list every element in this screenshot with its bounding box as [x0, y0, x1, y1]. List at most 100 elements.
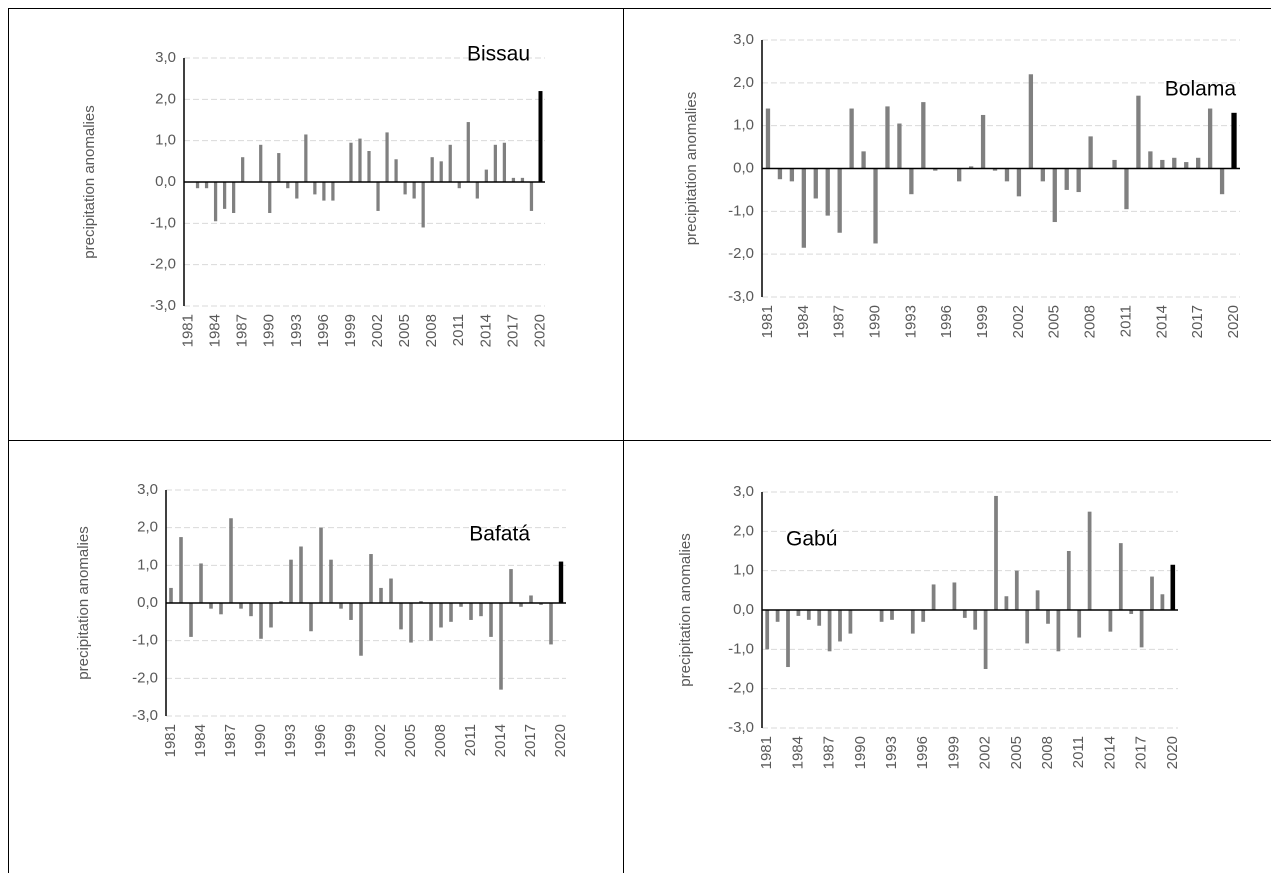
- y-tick-label: 0,0: [733, 159, 754, 176]
- bar: [921, 102, 926, 169]
- chart-title: Gabú: [786, 528, 837, 551]
- y-tick-label: -3,0: [132, 707, 158, 724]
- y-tick-label: -2,0: [132, 669, 158, 686]
- y-tick-label: 2,0: [733, 74, 754, 91]
- bar: [890, 610, 894, 620]
- bar: [359, 603, 363, 656]
- bar: [195, 182, 200, 189]
- bar: [259, 603, 263, 639]
- bar: [289, 559, 293, 603]
- x-tick-label: 1990: [852, 736, 869, 769]
- bar: [1170, 564, 1176, 610]
- bar: [475, 182, 479, 199]
- bar: [1219, 168, 1225, 195]
- bar: [479, 603, 483, 617]
- bar: [879, 610, 884, 622]
- bar: [1076, 168, 1081, 193]
- bar: [1087, 511, 1092, 610]
- bar: [786, 610, 790, 668]
- bar: [538, 91, 543, 182]
- bar: [213, 182, 218, 222]
- x-tick-label: 2002: [372, 724, 389, 757]
- bar: [837, 168, 842, 233]
- x-tick-label: 1990: [261, 314, 278, 347]
- x-tick-label: 2020: [531, 314, 548, 347]
- bar: [319, 527, 323, 603]
- x-tick-label: 2002: [977, 736, 994, 769]
- bar: [169, 587, 173, 603]
- bar: [952, 582, 957, 610]
- x-tick-label: 2011: [450, 314, 467, 346]
- bar: [1025, 610, 1030, 644]
- bar: [1014, 570, 1019, 610]
- y-tick-label: -3,0: [150, 297, 176, 314]
- x-tick-label: 2017: [1133, 736, 1150, 769]
- bar: [1172, 157, 1177, 169]
- x-tick-label: 1996: [914, 736, 931, 769]
- bar: [1004, 596, 1009, 610]
- bar: [376, 182, 380, 211]
- bar: [429, 603, 433, 641]
- x-tick-label: 2017: [1189, 305, 1206, 338]
- bar: [529, 182, 534, 211]
- y-tick-label: 3,0: [155, 49, 176, 66]
- x-tick-label: 1987: [821, 736, 838, 769]
- bar: [1056, 610, 1061, 652]
- bar: [232, 182, 236, 213]
- x-tick-label: 1996: [312, 724, 329, 757]
- bar: [873, 168, 878, 244]
- bar: [796, 610, 801, 616]
- bar: [1207, 108, 1213, 169]
- y-tick-label: -3,0: [728, 719, 754, 736]
- bar: [1196, 157, 1201, 169]
- bar: [448, 144, 452, 182]
- x-tick-label: 1981: [179, 314, 196, 347]
- y-tick-label: -1,0: [728, 202, 754, 219]
- bar: [469, 603, 473, 620]
- bar: [1160, 159, 1165, 169]
- bar: [529, 595, 533, 603]
- bar: [421, 182, 425, 228]
- x-tick-label: 2011: [462, 724, 479, 756]
- bar: [1129, 610, 1134, 614]
- y-tick-label: 0,0: [733, 601, 754, 618]
- bar: [1088, 136, 1093, 169]
- bar: [199, 563, 203, 603]
- y-tick-label: -2,0: [728, 680, 754, 697]
- bar: [241, 157, 245, 182]
- y-tick-label: 1,0: [155, 132, 176, 149]
- bar: [827, 610, 832, 652]
- x-tick-label: 2005: [1046, 305, 1063, 338]
- x-tick-label: 2011: [1117, 305, 1134, 337]
- x-tick-label: 1981: [759, 305, 776, 338]
- y-tick-label: 2,0: [733, 522, 754, 539]
- bar: [239, 603, 243, 609]
- y-axis-label: precipitation anomalies: [75, 526, 92, 679]
- bar: [1139, 610, 1144, 648]
- bar: [277, 153, 281, 182]
- bar: [349, 142, 353, 182]
- bar: [249, 603, 253, 617]
- bar: [499, 603, 503, 690]
- bar: [219, 603, 223, 615]
- bar: [439, 161, 443, 182]
- bar: [511, 177, 516, 182]
- bar: [209, 603, 213, 609]
- x-tick-label: 2005: [1008, 736, 1025, 769]
- bar: [229, 518, 233, 603]
- y-tick-label: 1,0: [733, 117, 754, 134]
- bar: [457, 182, 461, 189]
- bar: [268, 182, 272, 213]
- bar: [189, 603, 193, 637]
- bar: [838, 610, 842, 642]
- bar: [369, 554, 373, 603]
- x-tick-label: 1999: [342, 724, 359, 757]
- bar: [813, 168, 818, 199]
- x-tick-label: 2008: [1039, 736, 1056, 769]
- bar: [1028, 74, 1034, 169]
- bar: [1077, 610, 1082, 638]
- x-tick-label: 1981: [758, 736, 775, 769]
- bar: [1231, 112, 1237, 169]
- bar: [849, 108, 854, 169]
